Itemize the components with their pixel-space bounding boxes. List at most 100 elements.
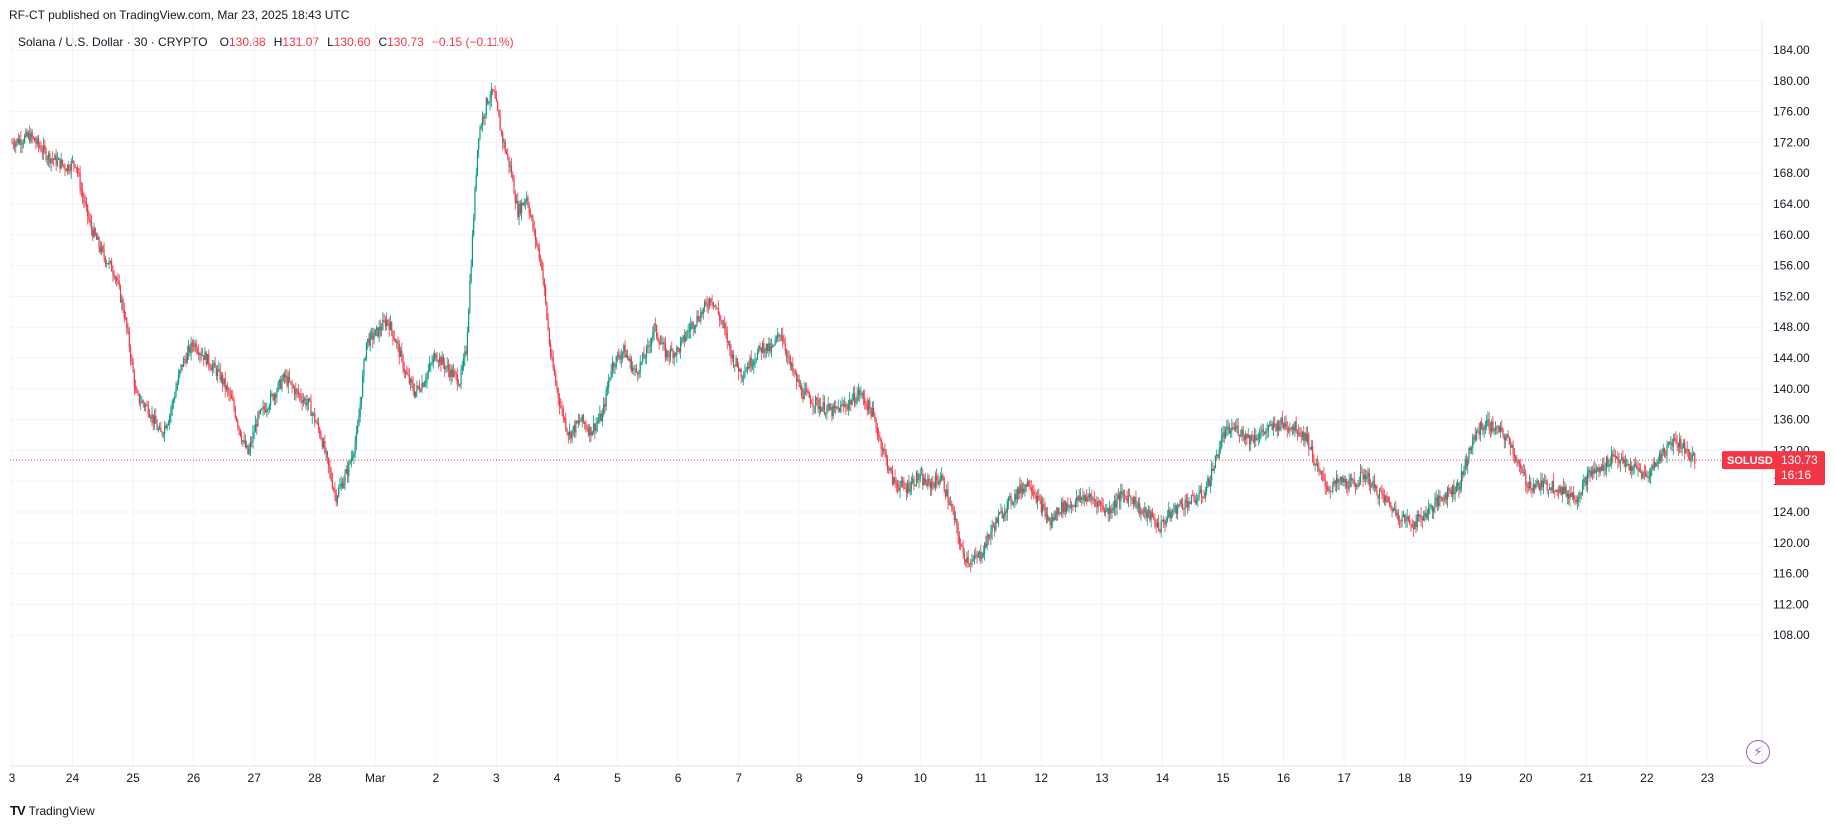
candle-body: [1407, 516, 1410, 520]
x-tick-label: 28: [308, 771, 322, 785]
ticker-tag-label: SOLUSD: [1727, 455, 1773, 467]
candle-body: [1252, 440, 1254, 442]
candle-body: [1309, 447, 1311, 450]
tradingview-brand[interactable]: TradingView: [28, 803, 95, 818]
candle-body: [1206, 486, 1208, 493]
candle-body: [1479, 422, 1481, 435]
candle-body: [345, 468, 347, 474]
candle-body: [1652, 465, 1654, 469]
x-tick-label: 16: [1277, 771, 1291, 785]
candle-body: [314, 413, 316, 423]
candle-body: [1539, 484, 1541, 491]
published-caption: RF-CT published on TradingView.com, Mar …: [9, 8, 350, 22]
candle-body: [542, 270, 544, 280]
candle-body: [1260, 432, 1262, 435]
candle-body: [213, 362, 215, 366]
candle-body: [1530, 482, 1532, 489]
candle-body: [640, 361, 643, 363]
y-tick-label: 112.00: [1773, 597, 1809, 611]
candle-body: [841, 404, 843, 405]
candle-body: [1637, 468, 1639, 470]
candle-body: [1585, 477, 1587, 485]
candle-body: [1238, 434, 1240, 436]
candle-body: [784, 344, 786, 351]
candle-body: [267, 409, 269, 410]
candle-body: [1127, 495, 1129, 503]
candle-body: [156, 424, 158, 431]
candle-body: [1397, 512, 1399, 521]
candle-body: [397, 341, 399, 344]
candle-body: [118, 281, 120, 286]
candle-body: [735, 358, 737, 365]
candle-body: [325, 451, 327, 453]
candle-body: [1465, 459, 1468, 467]
candle-body: [947, 489, 949, 503]
candle-body: [404, 371, 407, 373]
candle-body: [111, 261, 113, 272]
candle-body: [1024, 484, 1026, 492]
candle-body: [995, 518, 997, 531]
candle-body: [157, 428, 159, 431]
candle-body: [968, 563, 971, 565]
candle-body: [686, 331, 688, 338]
candle-body: [435, 353, 437, 360]
candle-body: [626, 355, 629, 359]
candle-body: [688, 330, 691, 332]
candle-body: [1214, 456, 1217, 469]
candle-body: [865, 403, 867, 406]
candle-body: [790, 363, 793, 366]
candle-body: [21, 143, 23, 145]
candle-body: [1045, 514, 1047, 517]
candle-body: [310, 400, 312, 416]
candle-body: [1434, 500, 1436, 508]
candle-body: [1146, 511, 1148, 518]
candle-body: [1236, 425, 1238, 427]
candle-body: [1503, 436, 1505, 441]
candle-body: [758, 345, 760, 352]
candle-body: [1488, 419, 1490, 430]
candle-body: [992, 525, 995, 527]
candle-body: [1643, 472, 1645, 474]
candle-body: [770, 346, 772, 352]
candle-body: [1149, 510, 1151, 520]
candle-body: [629, 358, 631, 361]
candle-body: [1058, 508, 1060, 514]
candle-body: [975, 555, 977, 557]
y-tick-label: 144.00: [1773, 351, 1810, 365]
candle-body: [678, 348, 680, 352]
candle-body: [1120, 490, 1122, 502]
candle-body: [1607, 457, 1609, 467]
candle-body: [1322, 473, 1324, 475]
candle-body: [1212, 468, 1214, 471]
candle-body: [1100, 502, 1102, 506]
price-chart[interactable]: 184.00 180.00 176.00 172.00 168.00 164.00 160.…: [0, 0, 1835, 800]
candle-body: [128, 331, 130, 348]
candle-body: [732, 354, 735, 366]
candle-body: [884, 449, 886, 454]
candle-body: [547, 317, 549, 330]
symbol-name[interactable]: Solana / U.S. Dollar · 30 · CRYPTO: [18, 35, 208, 49]
candle-body: [1213, 468, 1215, 471]
candle-body: [763, 343, 765, 353]
candle-body: [1508, 438, 1510, 445]
close-label: C: [378, 35, 388, 49]
y-tick-label: 140.00: [1773, 382, 1810, 396]
candle-body: [1486, 420, 1488, 426]
candle-body: [288, 376, 291, 382]
candle-body: [759, 345, 761, 348]
candle-body: [1242, 429, 1244, 437]
candle-body: [536, 240, 538, 245]
candle-body: [580, 420, 582, 422]
candle-body: [1633, 464, 1635, 469]
candle-body: [1436, 497, 1439, 506]
candle-body: [306, 403, 308, 406]
candle-body: [103, 249, 105, 258]
x-tick-label: 21: [1580, 771, 1594, 785]
candle-body: [1323, 474, 1325, 481]
candle-body: [60, 159, 62, 169]
candle-body: [271, 394, 273, 395]
candle-body: [978, 551, 981, 554]
lightning-bolt-icon[interactable]: ⚡: [1746, 740, 1770, 764]
x-tick-label: 2: [433, 771, 440, 785]
candle-body: [1498, 426, 1500, 433]
